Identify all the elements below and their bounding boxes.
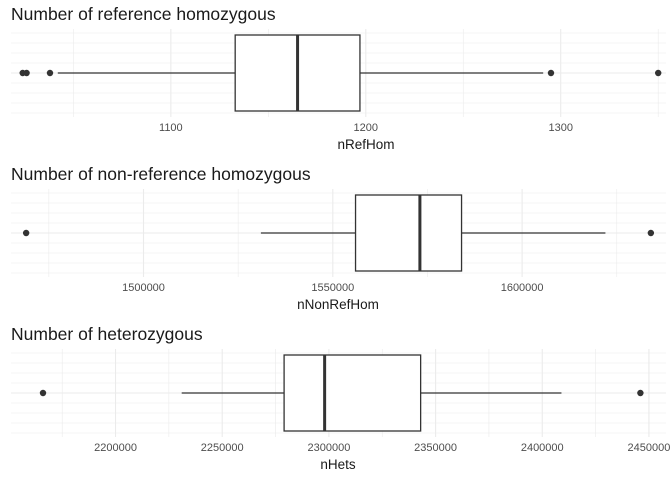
outlier-point bbox=[23, 69, 30, 77]
x-axis-ticks: 2200000 2250000 2300000 2350000 2400000 24500… bbox=[94, 442, 670, 454]
outlier-point bbox=[46, 69, 54, 77]
iqr-box bbox=[354, 194, 463, 272]
panel-ref-hom: Number of reference homozygous 1100 1200 1… bbox=[11, 4, 666, 152]
x-tick-label: 2250000 bbox=[201, 442, 244, 454]
outlier-point bbox=[647, 229, 655, 237]
x-axis-label: nHets bbox=[320, 457, 356, 472]
boxplot bbox=[19, 34, 662, 112]
x-tick-label: 2300000 bbox=[307, 442, 350, 454]
x-tick-label: 2350000 bbox=[414, 442, 457, 454]
outlier-point bbox=[39, 389, 47, 397]
x-tick-label: 1550000 bbox=[311, 282, 354, 294]
outlier-point bbox=[22, 229, 30, 237]
panel-hets: Number of heterozygous 2200000 2250000 230… bbox=[11, 324, 670, 472]
x-axis-ticks: 1500000 1550000 1600000 bbox=[122, 282, 543, 294]
x-axis-label: nNonRefHom bbox=[297, 297, 379, 312]
panel-title: Number of reference homozygous bbox=[11, 4, 276, 24]
x-tick-label: 1100 bbox=[159, 122, 183, 134]
outlier-point bbox=[547, 69, 555, 77]
x-tick-label: 2400000 bbox=[521, 442, 564, 454]
boxplot bbox=[39, 354, 644, 432]
panel-title: Number of heterozygous bbox=[11, 324, 203, 344]
x-tick-label: 2200000 bbox=[94, 442, 137, 454]
x-tick-label: 1200 bbox=[354, 122, 378, 134]
iqr-box bbox=[283, 354, 422, 432]
outlier-point bbox=[655, 69, 662, 77]
x-tick-label: 1600000 bbox=[501, 282, 544, 294]
x-axis-label: nRefHom bbox=[337, 137, 394, 152]
x-axis-ticks: 1100 1200 1300 bbox=[159, 122, 573, 134]
boxplot bbox=[22, 194, 655, 272]
outlier-point bbox=[637, 389, 644, 397]
x-tick-label: 2450000 bbox=[628, 442, 671, 454]
x-tick-label: 1500000 bbox=[122, 282, 165, 294]
x-tick-label: 1300 bbox=[548, 122, 572, 134]
panel-nonref-hom: Number of non-reference homozygous 15000… bbox=[11, 164, 666, 312]
panel-title: Number of non-reference homozygous bbox=[11, 164, 311, 184]
